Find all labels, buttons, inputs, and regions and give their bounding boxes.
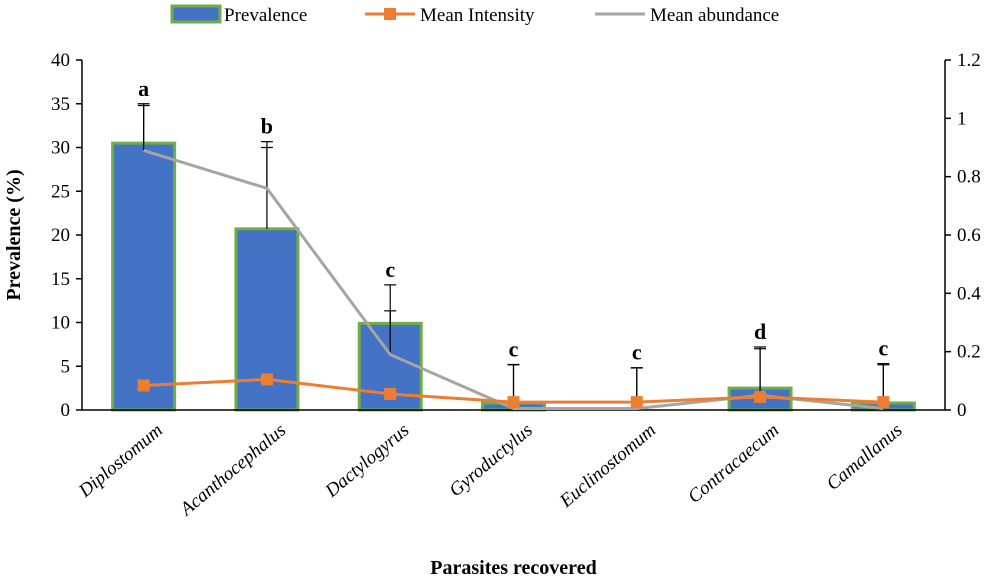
bar: [111, 141, 177, 412]
significance-label: c: [385, 257, 395, 282]
y-tick-label-left: 35: [51, 94, 70, 115]
mean-intensity-point: [137, 379, 150, 392]
mean-intensity-point: [384, 387, 397, 400]
legend-marker-mean-intensity: [384, 8, 396, 20]
category-label: Contracaecum: [684, 420, 783, 508]
y-tick-label-left: 5: [61, 356, 71, 377]
y-tick-label-right: 0.4: [957, 283, 981, 304]
significance-label: b: [261, 114, 273, 139]
legend-label-mean-abundance: Mean abundance: [650, 5, 779, 26]
mean-intensity-point: [877, 396, 890, 409]
category-label: Gyroductylus: [445, 420, 536, 501]
mean-intensity-point: [507, 396, 520, 409]
y-tick-label-left: 0: [61, 400, 71, 421]
mean-intensity-point: [754, 390, 767, 403]
significance-label: a: [138, 76, 149, 101]
legend-label-mean-intensity: Mean Intensity: [420, 5, 535, 26]
y-tick-label-left: 40: [51, 50, 70, 71]
category-label: Diplostomum: [74, 420, 167, 503]
y-tick-label-right: 0.6: [957, 225, 981, 246]
significance-label: c: [632, 340, 642, 365]
y-tick-label-left: 10: [51, 313, 70, 334]
x-axis-title: Parasites recovered: [430, 557, 596, 579]
y-tick-label-left: 20: [51, 225, 70, 246]
y-tick-label-left: 25: [51, 181, 70, 202]
mean-intensity-point: [260, 373, 273, 386]
y-axis-title: Prevalence (%): [3, 169, 25, 300]
legend-swatch-prevalence: [170, 4, 222, 24]
category-label: Camallanus: [823, 420, 907, 495]
category-label: Euclinostomum: [555, 420, 660, 513]
category-label: Dactylogyrus: [321, 420, 414, 503]
significance-label: d: [754, 319, 766, 344]
y-tick-label-left: 30: [51, 138, 70, 159]
legend-label-prevalence: Prevalence: [224, 5, 307, 26]
y-tick-label-right: 0.8: [957, 167, 981, 188]
y-tick-label-right: 1.2: [957, 50, 981, 71]
y-tick-label-right: 0: [957, 400, 967, 421]
significance-label: c: [509, 337, 519, 362]
y-tick-label-right: 1: [957, 108, 967, 129]
y-tick-label-right: 0.2: [957, 342, 981, 363]
y-tick-label-left: 15: [51, 269, 70, 290]
significance-label: c: [878, 336, 888, 361]
category-label: Acanthocephalus: [175, 420, 290, 521]
mean-intensity-point: [630, 396, 643, 409]
